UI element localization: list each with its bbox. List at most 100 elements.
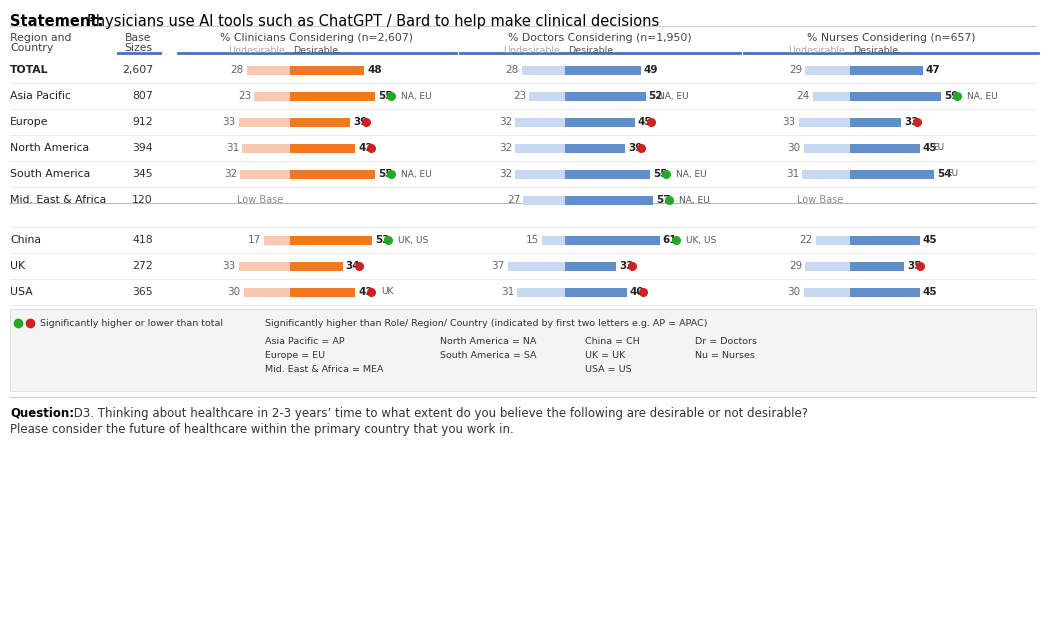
- Text: North America = NA: North America = NA: [440, 337, 537, 346]
- Text: South America: South America: [10, 169, 90, 179]
- Text: Low Base: Low Base: [797, 195, 843, 205]
- Text: NA, EU: NA, EU: [679, 196, 710, 204]
- Bar: [805, 65, 850, 75]
- Text: 29: 29: [789, 65, 802, 75]
- Text: 48: 48: [367, 65, 382, 75]
- Text: 32: 32: [499, 169, 513, 179]
- Text: 34: 34: [345, 261, 360, 271]
- Text: 33: 33: [904, 117, 918, 127]
- Bar: [565, 65, 641, 75]
- Text: Significantly higher or lower than total: Significantly higher or lower than total: [40, 318, 223, 328]
- Text: NA, EU: NA, EU: [658, 91, 688, 101]
- Bar: [850, 262, 904, 270]
- Bar: [850, 144, 919, 152]
- Bar: [565, 262, 616, 270]
- Text: NA, EU: NA, EU: [402, 170, 432, 178]
- Bar: [290, 117, 350, 126]
- Bar: [805, 262, 850, 270]
- Text: 45: 45: [923, 235, 937, 245]
- Bar: [516, 117, 565, 126]
- Text: 33: 33: [782, 117, 796, 127]
- Text: UK: UK: [381, 288, 393, 297]
- Text: 17: 17: [248, 235, 260, 245]
- Text: 365: 365: [133, 287, 153, 297]
- Text: 45: 45: [638, 117, 653, 127]
- Text: 24: 24: [797, 91, 810, 101]
- Text: 31: 31: [226, 143, 238, 153]
- Text: 54: 54: [937, 169, 951, 179]
- Bar: [529, 91, 565, 101]
- Bar: [850, 65, 923, 75]
- Text: 47: 47: [926, 65, 940, 75]
- Text: % Doctors Considering (n=1,950): % Doctors Considering (n=1,950): [508, 33, 691, 43]
- Text: 28: 28: [505, 65, 519, 75]
- Text: 37: 37: [492, 261, 504, 271]
- Text: 61: 61: [662, 235, 677, 245]
- Text: % Clinicians Considering (n=2,607): % Clinicians Considering (n=2,607): [221, 33, 413, 43]
- Text: 33: 33: [223, 261, 235, 271]
- Text: NA, EU: NA, EU: [968, 91, 998, 101]
- Bar: [507, 262, 565, 270]
- Bar: [290, 236, 372, 244]
- Text: UK = UK: UK = UK: [585, 351, 626, 360]
- Bar: [290, 170, 376, 178]
- Bar: [244, 288, 290, 297]
- Text: Undesirable: Undesirable: [788, 46, 845, 55]
- Text: D3. Thinking about healthcare in 2-3 years’ time to what extent do you believe t: D3. Thinking about healthcare in 2-3 yea…: [70, 407, 808, 420]
- Text: 31: 31: [786, 169, 799, 179]
- Text: 345: 345: [133, 169, 153, 179]
- Text: Undesirable: Undesirable: [228, 46, 285, 55]
- Text: 55: 55: [654, 169, 667, 179]
- Text: 42: 42: [358, 143, 372, 153]
- Bar: [238, 262, 290, 270]
- Text: Please consider the future of healthcare within the primary country that you wor: Please consider the future of healthcare…: [10, 423, 514, 436]
- Text: 35: 35: [907, 261, 922, 271]
- Text: China: China: [10, 235, 41, 245]
- Text: Statement:: Statement:: [10, 14, 104, 29]
- Text: Region and: Region and: [10, 33, 71, 43]
- Text: 23: 23: [514, 91, 526, 101]
- Text: 39: 39: [354, 117, 368, 127]
- Text: 15: 15: [525, 235, 539, 245]
- Text: 49: 49: [644, 65, 658, 75]
- Bar: [850, 288, 919, 297]
- Text: Undesirable: Undesirable: [503, 46, 560, 55]
- Text: 2,607: 2,607: [122, 65, 153, 75]
- Bar: [803, 288, 850, 297]
- Text: Question:: Question:: [10, 407, 74, 420]
- Bar: [238, 117, 290, 126]
- Text: USA = US: USA = US: [585, 365, 632, 374]
- Text: 28: 28: [230, 65, 244, 75]
- Text: China = CH: China = CH: [585, 337, 640, 346]
- Bar: [799, 117, 850, 126]
- Text: 912: 912: [133, 117, 153, 127]
- Bar: [10, 309, 1036, 391]
- Bar: [565, 117, 635, 126]
- Text: Asia Pacific: Asia Pacific: [10, 91, 71, 101]
- Text: 30: 30: [788, 287, 800, 297]
- Bar: [290, 262, 343, 270]
- Text: Sizes: Sizes: [123, 43, 152, 53]
- Text: UK: UK: [10, 261, 25, 271]
- Text: 33: 33: [223, 117, 235, 127]
- Bar: [522, 65, 565, 75]
- Bar: [565, 170, 651, 178]
- Text: 27: 27: [507, 195, 520, 205]
- Text: Country: Country: [10, 43, 53, 53]
- Bar: [254, 91, 290, 101]
- Text: 23: 23: [238, 91, 251, 101]
- Text: Desirable: Desirable: [568, 46, 613, 55]
- Text: Physicians use AI tools such as ChatGPT / Bard to help make clinical decisions: Physicians use AI tools such as ChatGPT …: [87, 14, 659, 29]
- Text: 53: 53: [376, 235, 390, 245]
- Bar: [565, 196, 654, 204]
- Text: Desirable: Desirable: [852, 46, 899, 55]
- Bar: [565, 144, 626, 152]
- Text: 40: 40: [630, 287, 644, 297]
- Text: Desirable: Desirable: [293, 46, 338, 55]
- Text: 32: 32: [224, 169, 237, 179]
- Bar: [803, 144, 850, 152]
- Text: Low Base: Low Base: [236, 195, 283, 205]
- Bar: [850, 91, 941, 101]
- Text: 45: 45: [923, 287, 937, 297]
- Text: 394: 394: [133, 143, 153, 153]
